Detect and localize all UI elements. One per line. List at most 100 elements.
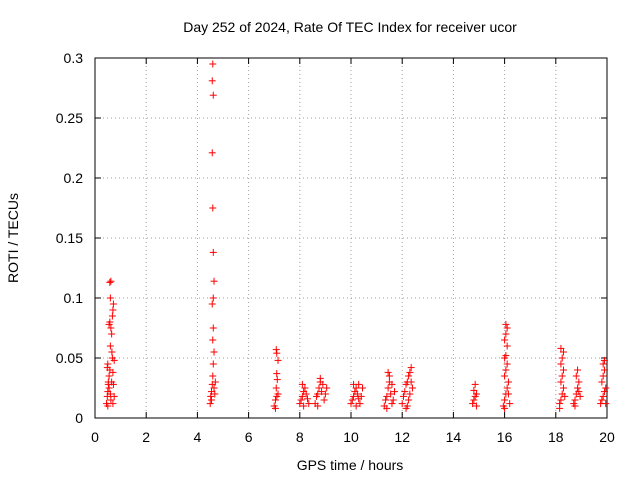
data-point [210, 384, 218, 392]
data-point [501, 404, 509, 412]
data-point [301, 384, 309, 392]
data-point [388, 380, 396, 388]
data-point [209, 294, 217, 302]
data-point [575, 378, 583, 386]
data-point [408, 384, 416, 392]
data-point [557, 378, 565, 386]
data-point [501, 396, 509, 404]
data-point [210, 277, 218, 285]
x-tick-label: 10 [343, 429, 359, 445]
data-point [108, 348, 116, 356]
x-tick-label: 16 [497, 429, 513, 445]
data-point [103, 364, 111, 372]
data-point [503, 384, 511, 392]
data-point [109, 300, 117, 308]
data-point [353, 390, 361, 398]
data-point [208, 300, 216, 308]
data-point [469, 400, 477, 408]
data-point [384, 384, 392, 392]
data-point [557, 396, 565, 404]
data-point [274, 356, 282, 364]
data-point [272, 346, 280, 354]
data-point [576, 392, 584, 400]
x-tick-label: 8 [296, 429, 304, 445]
x-tick-label: 4 [194, 429, 202, 445]
data-point [211, 378, 219, 386]
data-point [598, 378, 606, 386]
data-point [503, 342, 511, 350]
data-point [383, 392, 391, 400]
data-point [406, 390, 414, 398]
data-point [405, 396, 413, 404]
data-point [470, 396, 478, 404]
data-point [104, 402, 112, 410]
data-point [352, 402, 360, 410]
data-point [109, 400, 117, 408]
y-tick-label: 0.15 [56, 230, 83, 246]
data-point [271, 396, 279, 404]
x-tick-label: 20 [599, 429, 615, 445]
data-point [305, 400, 313, 408]
data-point [209, 336, 217, 344]
data-point [558, 354, 566, 362]
data-point [502, 330, 510, 338]
data-point [599, 372, 607, 380]
y-axis-label: ROTI / TECUs [5, 193, 21, 283]
data-point [107, 324, 115, 332]
data-point [389, 396, 397, 404]
data-point [105, 384, 113, 392]
data-point [385, 372, 393, 380]
data-point [209, 324, 217, 332]
data-point [108, 312, 116, 320]
data-point [109, 306, 117, 314]
y-tick-label: 0.05 [56, 350, 83, 366]
data-point [407, 364, 415, 372]
data-point [209, 372, 217, 380]
grid-lines [95, 58, 607, 418]
data-point [110, 356, 118, 364]
data-point [273, 349, 281, 357]
data-point [600, 366, 608, 374]
data-point [357, 392, 365, 400]
data-point [388, 400, 396, 408]
data-point [599, 392, 607, 400]
x-axis: 0 2 4 6 8 10 12 14 16 18 20 [91, 58, 615, 445]
data-point [108, 330, 116, 338]
data-point [348, 396, 356, 404]
data-point [109, 380, 117, 388]
data-point [316, 374, 324, 382]
data-point [383, 404, 391, 412]
data-point [504, 378, 512, 386]
data-point [207, 392, 215, 400]
data-point [502, 366, 510, 374]
data-point [382, 396, 390, 404]
data-point [107, 396, 115, 404]
data-point [600, 388, 608, 396]
data-point [314, 402, 322, 410]
data-point [571, 402, 579, 410]
data-point [350, 392, 358, 400]
data-point [359, 384, 367, 392]
data-point [211, 390, 219, 398]
data-point [557, 360, 565, 368]
data-point [318, 388, 326, 396]
data-point [303, 395, 311, 403]
x-tick-label: 2 [142, 429, 150, 445]
data-point [105, 372, 113, 380]
data-point [319, 380, 327, 388]
data-point [557, 344, 565, 352]
data-point [208, 77, 216, 85]
data-point [107, 277, 115, 285]
data-point [273, 370, 281, 378]
data-point [109, 368, 117, 376]
data-point [272, 384, 280, 392]
data-point [399, 392, 407, 400]
data-point [502, 320, 510, 328]
data-point [503, 360, 511, 368]
data-point [106, 318, 114, 326]
data-point [503, 324, 511, 332]
data-point [602, 400, 610, 408]
data-point [571, 396, 579, 404]
data-point [574, 366, 582, 374]
